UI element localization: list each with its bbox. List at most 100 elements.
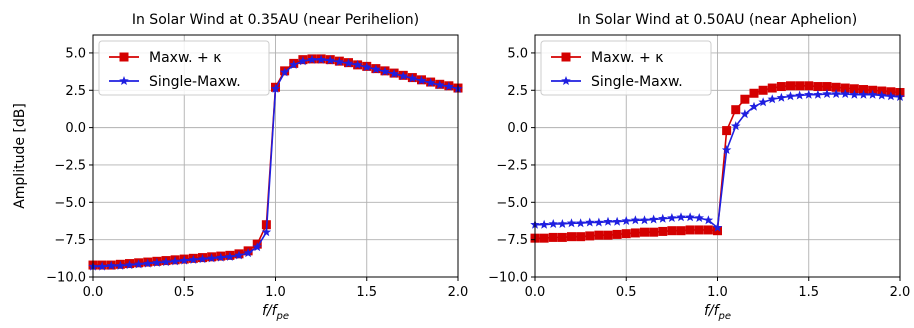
star-marker xyxy=(648,214,659,224)
x-tick-label: 0.0 xyxy=(525,285,546,300)
star-marker xyxy=(243,248,253,258)
star-marker xyxy=(170,256,180,266)
square-marker xyxy=(849,84,859,94)
y-tick-label: −5.0 xyxy=(496,196,528,211)
x-tick-label: 0.0 xyxy=(83,285,104,300)
y-tick-label: −2.5 xyxy=(54,158,86,173)
x-tick-label: 0.5 xyxy=(616,285,637,300)
x-axis-label-subscript: pe xyxy=(718,311,732,322)
star-marker xyxy=(343,58,354,68)
square-marker xyxy=(813,82,823,92)
square-marker xyxy=(822,82,832,92)
legend-star-marker xyxy=(561,76,571,86)
legend-entry: Single-Maxw. xyxy=(551,74,683,90)
square-marker xyxy=(786,81,795,91)
star-marker xyxy=(316,54,326,64)
square-marker xyxy=(567,232,576,242)
star-marker xyxy=(279,67,290,77)
star-marker xyxy=(876,90,887,100)
star-marker xyxy=(803,89,814,99)
star-marker xyxy=(639,215,650,225)
series-single-maxw xyxy=(530,89,905,232)
star-marker xyxy=(657,213,668,223)
star-marker xyxy=(785,91,796,101)
y-axis-label: Amplitude [dB] xyxy=(12,103,28,209)
star-marker xyxy=(840,89,851,99)
y-tick-label: −10.0 xyxy=(488,271,528,286)
star-marker xyxy=(694,212,705,223)
square-marker xyxy=(539,233,549,243)
star-marker xyxy=(539,219,549,229)
chart-title: In Solar Wind at 0.35AU (near Perihelion… xyxy=(132,12,419,28)
series-single-maxw xyxy=(88,54,463,271)
square-marker xyxy=(731,105,741,115)
star-marker xyxy=(822,89,832,99)
square-marker xyxy=(795,81,805,91)
star-marker xyxy=(776,92,787,102)
square-marker xyxy=(621,229,631,239)
square-marker xyxy=(640,227,649,237)
square-marker xyxy=(831,82,841,92)
star-marker xyxy=(407,73,418,83)
square-marker xyxy=(749,88,759,98)
star-marker xyxy=(261,227,272,237)
star-marker xyxy=(676,212,686,222)
star-marker xyxy=(685,212,695,222)
legend-label: Maxw. + κ xyxy=(149,50,221,66)
square-marker xyxy=(685,225,695,235)
legend-entry: Single-Maxw. xyxy=(109,74,241,90)
x-axis-label: f/fpe xyxy=(262,303,289,322)
y-tick-label: −5.0 xyxy=(54,196,86,211)
star-marker xyxy=(858,89,869,99)
legend-label: Single-Maxw. xyxy=(591,74,683,90)
left-panel-perihelion: 0.0 0.5 1.0 1.5 2.0 −10.0 −7.5 −5.0 −2.5 0.0 2.5 5.… xyxy=(12,12,468,322)
star-marker xyxy=(270,83,281,93)
star-marker xyxy=(361,62,372,72)
x-tick-label: 1.5 xyxy=(798,285,819,300)
star-marker xyxy=(325,55,336,65)
star-marker xyxy=(758,97,768,107)
star-marker xyxy=(444,81,454,91)
x-tick-label: 0.5 xyxy=(174,285,195,300)
legend-entry: Maxw. + κ xyxy=(551,50,663,66)
y-tick-label: 0.0 xyxy=(65,121,86,136)
star-marker xyxy=(712,222,723,232)
star-marker xyxy=(794,90,805,100)
square-marker xyxy=(713,226,722,236)
star-marker xyxy=(97,261,107,271)
star-marker xyxy=(225,251,235,261)
star-marker xyxy=(188,254,199,264)
star-marker xyxy=(867,89,878,99)
legend-label: Single-Maxw. xyxy=(149,74,241,90)
legend-square-marker xyxy=(119,52,129,62)
star-marker xyxy=(215,252,226,262)
square-marker xyxy=(594,230,604,240)
star-marker xyxy=(179,255,190,265)
star-marker xyxy=(594,217,604,227)
square-marker xyxy=(612,229,622,239)
x-axis-label-main: f/f xyxy=(262,303,279,319)
star-marker xyxy=(831,89,841,99)
square-marker xyxy=(703,225,713,235)
star-marker xyxy=(434,80,445,90)
star-marker xyxy=(124,260,135,270)
square-marker xyxy=(630,228,640,238)
star-marker xyxy=(886,91,896,101)
legend-star-marker xyxy=(119,76,129,86)
square-marker xyxy=(722,126,732,136)
chart-title: In Solar Wind at 0.50AU (near Aphelion) xyxy=(578,12,858,28)
x-tick-label: 1.0 xyxy=(707,285,728,300)
y-tick-label: −7.5 xyxy=(496,233,528,248)
legend: Maxw. + κ Single-Maxw. xyxy=(540,40,712,96)
square-marker xyxy=(603,230,613,240)
star-marker xyxy=(115,260,126,270)
legend-label: Maxw. + κ xyxy=(591,50,663,66)
x-tick-label: 1.0 xyxy=(265,285,286,300)
x-axis-label-subscript: pe xyxy=(276,311,290,322)
square-marker xyxy=(548,232,558,242)
star-marker xyxy=(849,89,860,99)
y-tick-label: 2.5 xyxy=(65,84,86,99)
star-marker xyxy=(133,259,144,269)
square-marker xyxy=(859,85,868,95)
